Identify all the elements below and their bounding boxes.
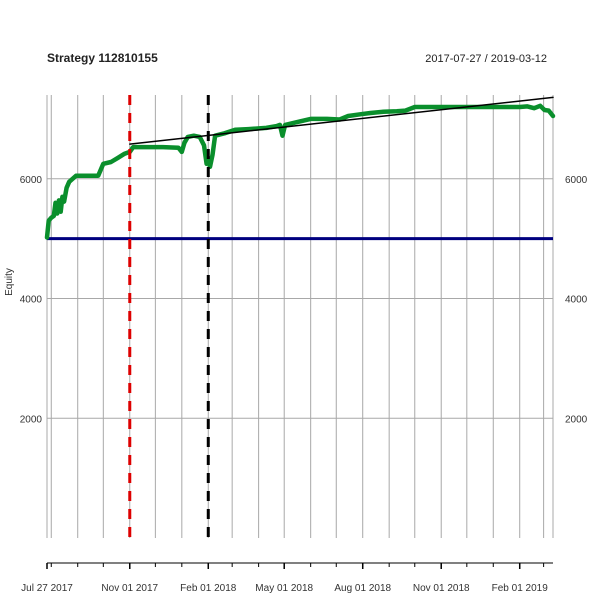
grid	[46, 95, 554, 538]
y-tick-label-left: 2000	[20, 414, 43, 425]
x-tick-label: Feb 01 2018	[180, 583, 237, 594]
chart-title: Strategy 112810155	[47, 51, 158, 65]
y-tick-label-left: 4000	[20, 295, 43, 306]
y-axis-label: Equity	[4, 268, 15, 296]
y-tick-label-right: 6000	[565, 175, 588, 186]
x-tick-label: Nov 01 2018	[413, 583, 470, 594]
x-tick-label: Feb 01 2019	[492, 583, 549, 594]
x-tick-label: May 01 2018	[255, 583, 313, 594]
trend-series-line	[129, 96, 554, 145]
markers-group	[128, 95, 210, 538]
x-tick-label: Jul 27 2017	[21, 583, 73, 594]
x-tick-label: Aug 01 2018	[334, 583, 391, 594]
y-tick-label-right: 4000	[565, 295, 588, 306]
axes: 2000 2000 4000 4000 6000 6000 Jul 27 2017 Nov 0…	[20, 175, 588, 594]
y-tick-label-right: 2000	[565, 414, 588, 425]
y-tick-label-left: 6000	[20, 175, 43, 186]
x-tick-label: Nov 01 2017	[101, 583, 158, 594]
chart-date-range: 2017-07-27 / 2019-03-12	[425, 53, 547, 65]
